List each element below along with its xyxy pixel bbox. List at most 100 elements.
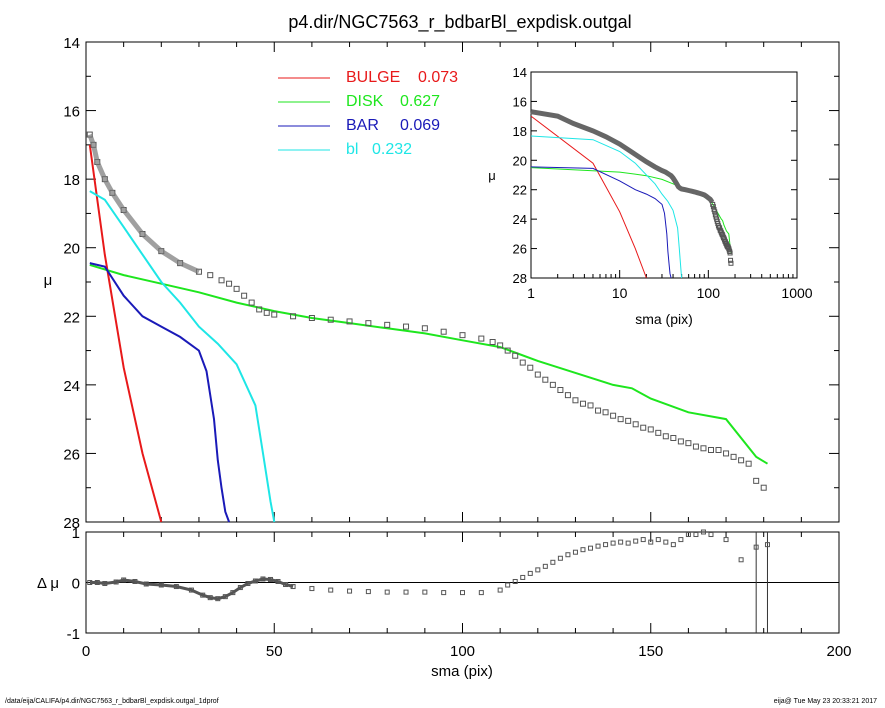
x-tick-label: 100 — [450, 643, 475, 660]
data-point — [534, 371, 541, 378]
y-tick-label: 14 — [63, 35, 80, 52]
residual-point — [328, 587, 334, 593]
legend-label-bar: BAR — [346, 117, 379, 134]
data-point — [489, 339, 496, 345]
data-point — [579, 400, 586, 407]
data-point — [421, 325, 428, 332]
data-point — [233, 285, 240, 292]
data-point — [700, 445, 707, 452]
data-point — [587, 402, 594, 409]
data-point — [655, 429, 662, 436]
residual-point — [655, 537, 661, 543]
inset-bl-line — [530, 135, 683, 279]
inset-y-tick-label: 20 — [513, 153, 527, 168]
data-point — [753, 477, 760, 484]
data-point — [572, 397, 579, 404]
data-point — [218, 277, 225, 284]
bulge-line — [88, 144, 163, 523]
data-point — [478, 335, 485, 342]
inset-y-tick-label: 28 — [513, 271, 527, 286]
data-point — [542, 376, 549, 383]
res-y-tick-label: 0 — [72, 576, 80, 593]
residual-point — [678, 537, 684, 543]
inset-data-point — [712, 209, 718, 215]
legend-value-bl: 0.232 — [372, 141, 412, 158]
res-y-tick-label: -1 — [67, 626, 80, 643]
inset-x-tick-label: 10 — [612, 285, 628, 301]
data-point — [625, 417, 632, 424]
data-point — [610, 412, 617, 419]
data-point — [207, 272, 214, 279]
residual-point — [520, 574, 526, 580]
y-tick-label: 16 — [63, 104, 80, 121]
inset-bulge-line — [530, 115, 647, 279]
data-point — [226, 280, 233, 287]
data-point — [549, 381, 556, 388]
legend-label-bulge: BULGE — [346, 69, 400, 86]
data-point — [564, 392, 571, 399]
res-y-tick-label: 1 — [72, 525, 80, 542]
inset-data-point — [710, 204, 716, 210]
residual-point — [557, 555, 563, 561]
inset-bar-line — [530, 166, 672, 279]
data-point — [248, 299, 255, 306]
inset-frame — [530, 71, 798, 279]
residual-point — [460, 590, 465, 596]
main-ticks: 14 16 18 20 22 24 26 28 — [63, 35, 840, 532]
data-point — [384, 321, 391, 328]
residual-point — [625, 540, 631, 546]
residual-point — [572, 549, 578, 555]
residual-point — [347, 588, 353, 594]
main-panel: 14 16 18 20 22 24 26 28 μ BULGE 0.073 DISK 0.627 BA… — [44, 35, 840, 532]
inset-data-point — [727, 250, 733, 256]
residual-point — [633, 538, 639, 544]
residual-point — [648, 539, 654, 545]
x-tick-label: 150 — [638, 643, 663, 660]
residual-point — [441, 590, 447, 596]
residual-point — [595, 543, 601, 549]
residual-x-axis-label: sma (pix) — [431, 663, 493, 680]
residual-point — [542, 563, 548, 569]
data-point — [745, 460, 752, 467]
residual-point — [478, 590, 484, 596]
data-point — [692, 443, 699, 450]
y-tick-label: 26 — [63, 446, 80, 463]
data-point — [730, 453, 737, 460]
disk-line — [89, 263, 769, 465]
residual-point — [764, 542, 770, 548]
inset-y-tick-label: 16 — [513, 94, 527, 109]
y-tick-label: 24 — [63, 378, 80, 395]
data-point — [346, 318, 353, 325]
residual-point — [753, 544, 759, 550]
data-point — [290, 313, 297, 320]
residual-point — [550, 559, 556, 565]
legend-value-disk: 0.627 — [400, 93, 440, 110]
data-point — [263, 309, 270, 316]
inset-y-tick-label: 14 — [513, 65, 527, 80]
data-point — [504, 347, 511, 354]
data-point — [327, 316, 334, 323]
residual-point — [700, 529, 706, 535]
residual-point — [610, 540, 616, 546]
y-tick-label: 22 — [63, 309, 80, 326]
residual-point — [723, 537, 729, 543]
data-point — [632, 421, 639, 428]
inset-x-tick-label: 1000 — [781, 285, 812, 301]
residual-point — [708, 532, 714, 538]
data-point — [512, 352, 519, 359]
data-point — [308, 315, 315, 321]
residual-point — [618, 539, 624, 545]
data-point — [527, 364, 534, 371]
data-point — [685, 440, 692, 447]
data-point — [602, 409, 609, 416]
residual-point — [497, 587, 503, 593]
data-point — [640, 424, 647, 431]
inset-y-tick-label: 18 — [513, 124, 527, 139]
data-point — [459, 332, 466, 339]
data-inner-band — [87, 133, 200, 274]
data-point — [707, 447, 714, 453]
residual-point — [670, 542, 676, 548]
residual-point — [535, 567, 541, 573]
